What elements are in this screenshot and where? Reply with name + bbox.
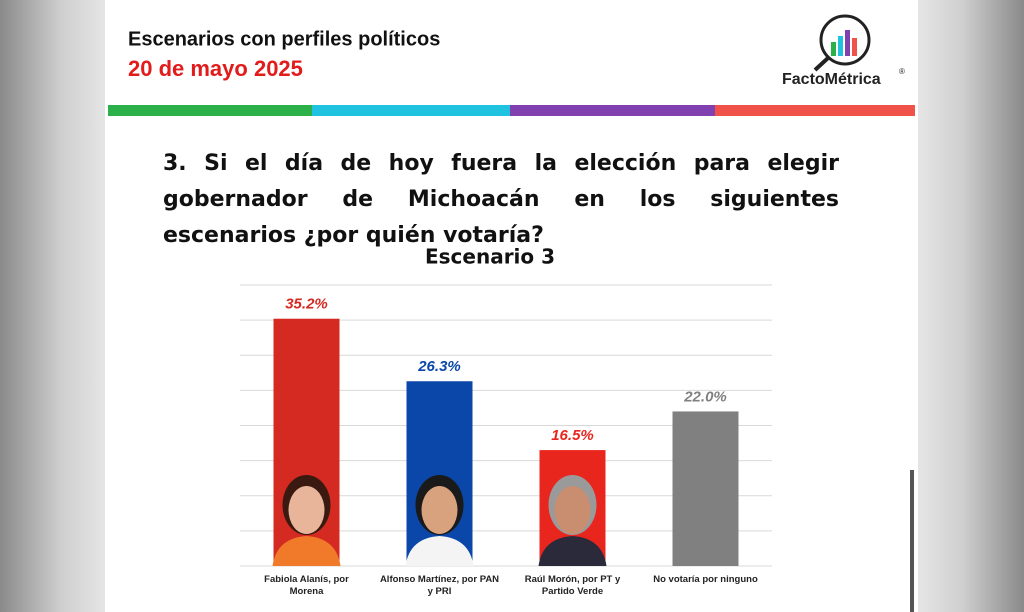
chart-title: Escenario 3 <box>425 245 555 269</box>
candidate-photo <box>405 475 474 566</box>
value-label: 22.0% <box>683 388 727 405</box>
x-tick-label: Fabiola Alanís, por Morena <box>264 574 349 597</box>
bar <box>406 381 473 566</box>
bar <box>672 411 739 566</box>
question: 3. Si el día de hoy fuera la elección pa… <box>163 151 839 248</box>
logo-icon <box>813 14 871 72</box>
stripe <box>715 105 915 116</box>
logo-text: FactoMétrica <box>782 71 881 88</box>
scrollbar <box>910 470 914 612</box>
value-label: 16.5% <box>551 427 594 444</box>
x-tick-label: No votaría por ninguno <box>653 574 758 585</box>
slide <box>105 0 918 612</box>
value-label: 26.3% <box>417 358 461 375</box>
stripe <box>312 105 510 116</box>
logo-mark: ® <box>899 67 905 76</box>
stripe <box>510 105 715 116</box>
slide-title: Escenarios con perfiles políticos <box>128 28 440 50</box>
stripe <box>108 105 312 116</box>
x-tick-label: Alfonso Martínez, por PAN y PRI <box>379 574 500 597</box>
candidate-photo <box>272 475 341 566</box>
x-tick-label: Raúl Morón, por PT y Partido Verde <box>524 574 621 597</box>
slide-date: 20 de mayo 2025 <box>128 56 303 81</box>
candidate-photo <box>538 475 607 566</box>
value-label: 35.2% <box>285 296 328 313</box>
